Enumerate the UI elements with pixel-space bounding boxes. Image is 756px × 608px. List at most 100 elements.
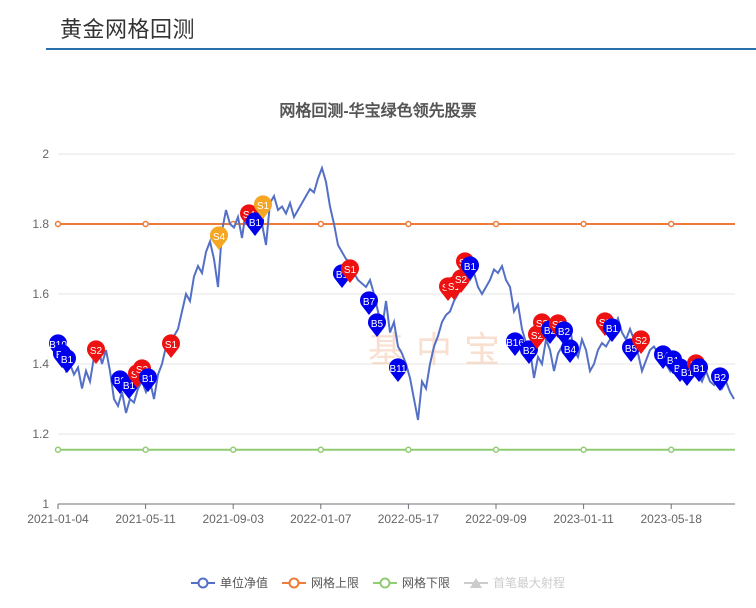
marker-label: S2 [635,336,648,347]
y-axis: 1 1.2 1.4 1.6 1.8 2 [32,147,49,511]
legend-label: 首笔最大射程 [493,576,566,590]
x-axis: 2021-01-04 2021-05-11 2021-09-03 2022-01-07… [27,503,735,526]
buy-marker-pin-icon[interactable]: B2 [555,321,573,345]
sell-marker-pin-icon[interactable]: S2 [87,340,105,364]
buy-marker-pin-icon[interactable]: B1 [461,256,479,280]
x-tick-label: 2021-01-04 [27,512,89,526]
marker-label: B4 [657,351,670,362]
legend-label: 网格上限 [310,576,359,590]
grid-point[interactable] [667,220,675,228]
buy-marker-pin-icon[interactable]: B2 [519,340,539,364]
marker-label: B16 [506,338,524,349]
marker-label: S4 [213,232,226,243]
marker-label: B7 [363,297,376,308]
sell-marker-pin-icon[interactable]: S1 [341,259,359,283]
grid-bound-lines [54,220,735,453]
marker-label: B5 [371,319,384,330]
x-tick-label: 2021-09-03 [203,512,265,526]
buy-marker-pin-icon[interactable]: B1 [139,368,157,392]
sell-marker-pin-icon[interactable]: S1 [254,195,272,219]
marker-label: S2 [90,346,103,357]
grid-point[interactable] [580,446,587,453]
sell-marker-pin-icon[interactable]: S2 [631,330,650,354]
x-tick-label: 2022-01-07 [290,512,352,526]
chart-title: 网格回测-华宝绿色领先股票 [279,103,477,120]
x-tick-label: 2021-05-11 [115,512,176,526]
marker-label: B2 [523,346,536,357]
buy-marker-pin-icon[interactable]: B1 [58,349,76,373]
grid-point[interactable] [54,446,62,453]
marker-label: B11 [389,364,406,375]
marker-label: B1 [336,270,349,281]
marker-label: B1 [61,355,74,366]
y-tick-label: 2 [42,147,49,161]
y-tick-label: 1.4 [32,357,49,371]
page-title: 黄金网格回测 [60,17,196,42]
grid-point[interactable] [142,446,149,453]
grid-point[interactable] [317,446,325,453]
x-tick-label: 2022-09-09 [465,512,527,526]
grid-point[interactable] [492,446,500,453]
buy-marker-pin-icon[interactable]: B2 [711,367,730,391]
buy-marker-pin-icon[interactable]: B11 [389,358,407,382]
legend-item[interactable]: 单位净值 [190,574,268,591]
marker-label: B8 [114,376,127,387]
grid-point[interactable] [142,220,149,228]
legend-item[interactable]: 网格下限 [373,574,450,591]
legend-triangle-icon [464,577,489,588]
grid-point[interactable] [229,446,237,453]
grid-point[interactable] [54,220,62,228]
y-gridlines [58,153,735,435]
marker-label: B1 [681,368,694,379]
buy-marker-pin-icon[interactable]: B1 [602,318,622,342]
grid-point[interactable] [667,446,675,453]
y-tick-label: 1 [42,497,49,511]
y-tick-label: 1.2 [32,427,49,441]
buy-marker-pin-icon[interactable]: B7 [359,291,378,315]
marker-label: B1 [606,324,619,335]
marker-label: S2 [531,331,544,342]
marker-label: S1 [165,340,178,351]
marker-label: B5 [625,344,638,355]
marker-label: B1 [249,218,262,229]
grid-point[interactable] [317,220,325,228]
legend-label: 单位净值 [219,576,268,590]
marker-label: B2 [544,326,557,337]
sell-marker-pin-icon[interactable]: S1 [162,334,180,358]
marker-label: S2 [455,275,468,286]
marker-label: S1 [344,265,357,276]
buy-marker-pin-icon[interactable]: B4 [561,339,579,363]
marker-label: B1 [464,262,477,273]
y-tick-label: 1.6 [32,287,49,301]
marker-label: B1 [123,381,136,392]
buy-marker-pin-icon[interactable]: B16 [506,332,524,356]
legend-circle-icon [190,577,215,588]
marker-label: B2 [714,373,727,384]
legend-item[interactable]: 网格上限 [281,574,359,591]
grid-point[interactable] [492,220,500,228]
trade-markers: B10B2B1S2B8B1S1S2B1S1S4S4B1S1B1S1B7B5B11… [49,195,730,399]
marker-label: B4 [564,345,577,356]
marker-label: B1 [693,364,706,375]
grid-point[interactable] [405,446,412,453]
y-tick-label: 1.8 [32,217,49,231]
grid-point[interactable] [580,220,587,228]
page-header: 黄金网格回测 [46,0,756,50]
grid-point[interactable] [405,220,412,228]
chart-legend: 单位净值 网格上限 网格下限 首笔最大射程 [0,574,756,591]
marker-label: B2 [558,327,571,338]
buy-marker-pin-icon[interactable]: B1 [246,212,264,236]
marker-label: S2 [536,319,549,330]
legend-item[interactable]: 首笔最大射程 [464,574,565,591]
marker-label: B1 [142,374,155,385]
legend-circle-icon [281,577,306,588]
sell-marker-pin-icon[interactable]: S4 [210,226,228,250]
x-tick-label: 2023-05-18 [641,512,703,526]
legend-circle-icon [373,577,397,588]
legend-label: 网格下限 [402,576,451,590]
buy-marker-pin-icon[interactable]: B5 [367,313,386,337]
buy-marker-pin-icon[interactable]: B1 [690,358,709,382]
marker-label: S1 [257,201,270,212]
grid-backtest-chart[interactable]: 11.21.41.61.82 2021-01-04 2021-05-11 2021-… [0,0,756,570]
x-tick-label: 2023-01-11 [553,512,614,526]
